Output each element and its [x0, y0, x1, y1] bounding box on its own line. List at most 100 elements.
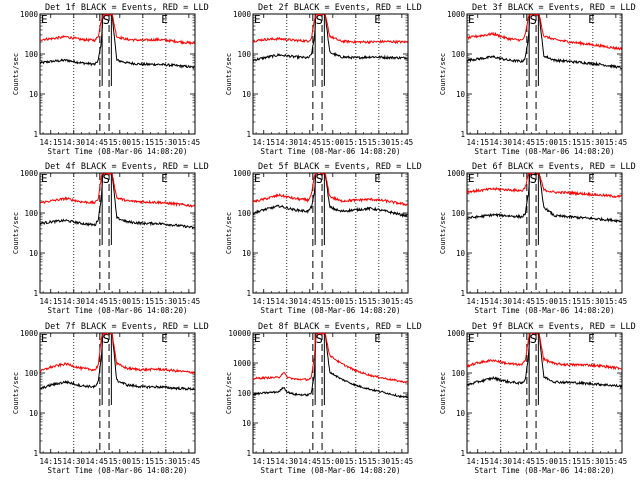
x-tick-label: 14:45 — [298, 297, 321, 306]
x-tick-label: 14:30 — [62, 138, 85, 147]
y-tick-label: 1000 — [20, 329, 39, 338]
y-tick-label: 1 — [460, 449, 465, 458]
y-tick-label: 100 — [451, 209, 465, 218]
y-axis-label: Counts/sec — [439, 212, 447, 254]
x-tick-label: 15:45 — [391, 138, 414, 147]
x-tick-label: 14:15 — [252, 138, 275, 147]
y-tick-label: 10 — [456, 90, 466, 99]
x-axis-label: Start Time (08-Mar-06 14:08:20) — [475, 147, 615, 156]
marker-label-s: S — [103, 332, 110, 346]
series-line-lld — [40, 173, 195, 208]
x-tick-label: 15:30 — [155, 297, 178, 306]
x-tick-label: 14:30 — [489, 457, 512, 466]
x-tick-label: 15:15 — [132, 297, 155, 306]
x-tick-label: 15:30 — [582, 297, 605, 306]
y-tick-label: 1 — [33, 289, 38, 298]
x-tick-label: 14:45 — [298, 457, 321, 466]
y-tick-label: 1000 — [233, 10, 252, 19]
panel-title: Det 2f BLACK = Events, RED = LLD — [258, 3, 422, 13]
plot-frame — [466, 172, 623, 294]
marker-label-s: S — [103, 13, 110, 27]
x-tick-label: 14:30 — [489, 297, 512, 306]
series-line-lld — [467, 14, 622, 51]
x-tick-label: 15:15 — [132, 138, 155, 147]
series-line-lld — [467, 173, 622, 199]
series-line-events — [40, 173, 195, 230]
y-tick-label: 100 — [451, 369, 465, 378]
x-tick-label: 15:00 — [536, 457, 559, 466]
panel-title: Det 3f BLACK = Events, RED = LLD — [472, 3, 636, 13]
marker-label-e: E — [374, 13, 381, 26]
x-tick-label: 15:30 — [368, 457, 391, 466]
y-axis-label: Counts/sec — [225, 372, 233, 414]
x-tick-label: 15:00 — [322, 297, 345, 306]
y-tick-label: 10 — [456, 409, 466, 418]
x-axis-label: Start Time (08-Mar-06 14:08:20) — [475, 466, 615, 475]
x-tick-label: 15:00 — [322, 138, 345, 147]
plot-frame — [466, 13, 623, 135]
y-tick-label: 1000 — [233, 169, 252, 178]
panel-title: Det 1f BLACK = Events, RED = LLD — [45, 3, 209, 13]
y-tick-label: 1 — [246, 130, 251, 139]
marker-label-e: E — [588, 332, 595, 345]
y-tick-label: 1 — [460, 289, 465, 298]
y-tick-label: 10 — [29, 409, 39, 418]
x-tick-label: 15:15 — [345, 297, 368, 306]
y-tick-label: 100 — [24, 369, 38, 378]
panel-title: Det 8f BLACK = Events, RED = LLD — [258, 322, 422, 332]
panel-title: Det 5f BLACK = Events, RED = LLD — [258, 162, 422, 172]
y-axis-label: Counts/sec — [12, 212, 20, 254]
marker-label-s: S — [316, 13, 323, 27]
series-line-lld — [467, 333, 622, 371]
marker-label-s: S — [316, 332, 323, 346]
x-tick-label: 14:15 — [466, 297, 489, 306]
y-axis-label: Counts/sec — [439, 53, 447, 95]
x-tick-label: 14:30 — [62, 457, 85, 466]
y-tick-label: 10 — [29, 90, 39, 99]
y-axis-label: Counts/sec — [12, 372, 20, 414]
y-tick-label: 1000 — [233, 359, 252, 368]
x-axis-label: Start Time (08-Mar-06 14:08:20) — [48, 466, 188, 475]
y-tick-label: 10 — [242, 419, 252, 428]
marker-label-e: E — [41, 13, 48, 26]
plot-frame — [466, 332, 623, 454]
x-tick-label: 14:30 — [275, 457, 298, 466]
x-tick-label: 15:00 — [109, 138, 132, 147]
marker-label-e: E — [254, 13, 261, 26]
series-line-lld — [253, 333, 408, 384]
x-axis-label: Start Time (08-Mar-06 14:08:20) — [261, 147, 401, 156]
series-line-events — [253, 14, 408, 62]
x-tick-label: 15:45 — [391, 297, 414, 306]
x-tick-label: 15:45 — [178, 297, 201, 306]
plot-frame — [252, 172, 409, 294]
x-tick-label: 14:45 — [298, 138, 321, 147]
x-axis-label: Start Time (08-Mar-06 14:08:20) — [261, 306, 401, 315]
y-tick-label: 1000 — [20, 169, 39, 178]
series-line-events — [467, 173, 622, 224]
x-tick-label: 15:00 — [536, 297, 559, 306]
y-tick-label: 100 — [24, 50, 38, 59]
marker-label-e: E — [374, 332, 381, 345]
x-tick-label: 14:30 — [62, 297, 85, 306]
marker-label-s: S — [530, 13, 537, 27]
x-tick-label: 14:45 — [85, 297, 108, 306]
x-tick-label: 14:15 — [466, 138, 489, 147]
plot-frame — [39, 172, 196, 294]
y-tick-label: 100 — [237, 209, 251, 218]
marker-label-e: E — [374, 172, 381, 185]
y-tick-label: 100 — [24, 209, 38, 218]
y-tick-label: 10 — [242, 249, 252, 258]
x-tick-label: 15:30 — [155, 138, 178, 147]
x-tick-label: 15:00 — [109, 297, 132, 306]
y-tick-label: 100 — [451, 50, 465, 59]
marker-label-e: E — [161, 332, 168, 345]
x-axis-label: Start Time (08-Mar-06 14:08:20) — [48, 306, 188, 315]
y-tick-label: 10 — [456, 249, 466, 258]
plot-frame — [39, 13, 196, 135]
